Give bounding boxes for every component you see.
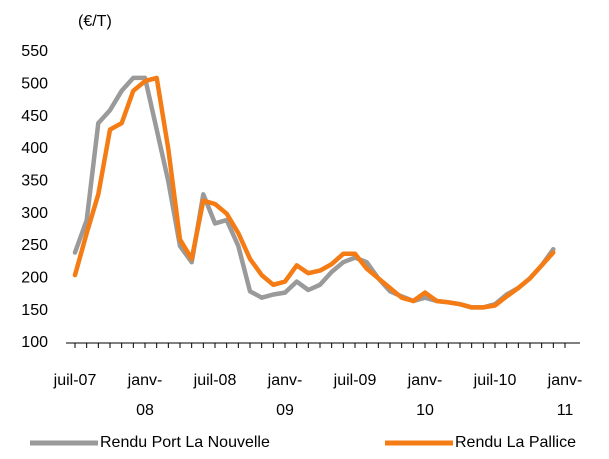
x-tick-label: janv- 08	[127, 372, 163, 419]
x-tick-label: juil-10	[473, 372, 517, 389]
y-tick-label: 200	[21, 270, 48, 287]
x-tick-label: juil-08	[193, 372, 237, 389]
y-tick-label: 350	[21, 173, 48, 190]
x-tick-label: juil-07	[53, 372, 97, 389]
y-tick-label: 450	[21, 108, 48, 125]
y-tick-label: 100	[21, 334, 48, 351]
y-axis-unit: (€/T)	[78, 13, 112, 30]
legend-label: Rendu Port La Nouvelle	[100, 434, 270, 451]
x-tick-label: janv- 09	[267, 372, 303, 419]
series-line	[72, 75, 556, 310]
x-tick-label: juil-09	[333, 372, 377, 389]
x-tick-label: janv- 10	[407, 372, 443, 419]
y-tick-label: 500	[21, 76, 48, 93]
y-tick-label: 400	[21, 140, 48, 157]
legend-label: Rendu La Pallice	[455, 434, 576, 451]
y-tick-label: 250	[21, 237, 48, 254]
y-tick-label: 300	[21, 205, 48, 222]
x-tick-label: janv- 11	[547, 372, 583, 419]
y-tick-label: 550	[21, 43, 48, 60]
y-tick-label: 150	[21, 302, 48, 319]
